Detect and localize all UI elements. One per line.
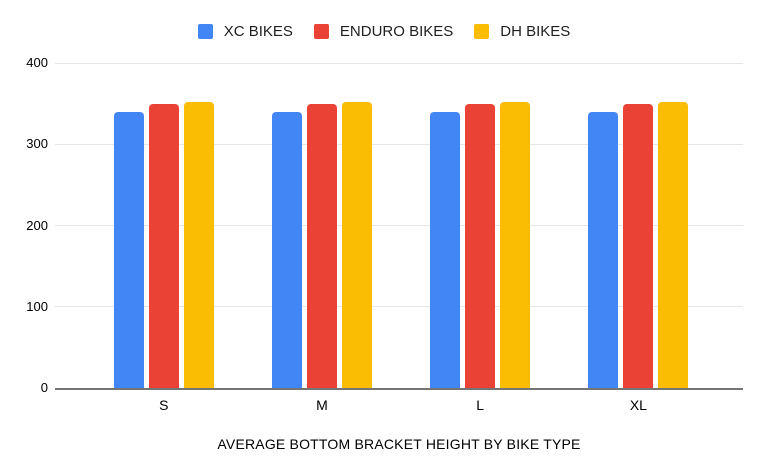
legend-swatch-icon — [313, 24, 329, 39]
legend-label: DH BIKES — [500, 23, 571, 40]
x-axis-tick-label-l: L — [476, 397, 485, 413]
legend-label: XC BIKES — [223, 23, 293, 40]
bar-enduro-bikes-l — [465, 103, 496, 388]
legend-item-enduro-bikes: ENDURO BIKES — [313, 23, 454, 40]
bar-xc-bikes-m — [272, 111, 302, 388]
y-axis-tick-label: 400 — [26, 55, 48, 70]
bar-dh-bikes-m — [342, 102, 372, 388]
y-axis-tick-label: 300 — [26, 136, 48, 152]
legend-item-dh-bikes: DH BIKES — [474, 23, 570, 40]
gridline-200 — [55, 225, 743, 226]
legend-swatch-icon — [474, 24, 490, 39]
gridline-100 — [55, 306, 743, 308]
x-axis-tick-label-m: M — [316, 397, 328, 413]
bar-xc-bikes-s — [113, 111, 144, 388]
x-axis-line — [55, 387, 743, 390]
y-axis-tick-label: 200 — [26, 217, 48, 233]
x-axis-tick-label-s: S — [159, 397, 169, 413]
bar-enduro-bikes-s — [148, 103, 179, 388]
bar-xc-bikes-xl — [588, 111, 619, 388]
y-axis-tick-label: 100 — [26, 298, 48, 314]
legend-swatch-icon — [197, 24, 213, 39]
chart-title: AVERAGE BOTTOM BRACKET HEIGHT BY BIKE TY… — [217, 436, 581, 452]
bar-enduro-bikes-m — [307, 103, 337, 388]
y-axis-tick-label: 0 — [40, 380, 48, 395]
bar-dh-bikes-s — [183, 102, 214, 388]
bar-dh-bikes-l — [500, 102, 531, 388]
gridline-300 — [55, 143, 743, 145]
gridline-400 — [55, 62, 743, 64]
x-axis-tick-label-xl: XL — [629, 397, 647, 413]
legend-label: ENDURO BIKES — [339, 23, 454, 40]
bar-enduro-bikes-xl — [623, 103, 654, 388]
bar-dh-bikes-xl — [658, 102, 689, 388]
chart-legend: XC BIKES ENDURO BIKES DH BIKES — [0, 23, 768, 40]
legend-item-xc-bikes: XC BIKES — [197, 23, 293, 40]
bar-xc-bikes-l — [430, 111, 461, 388]
